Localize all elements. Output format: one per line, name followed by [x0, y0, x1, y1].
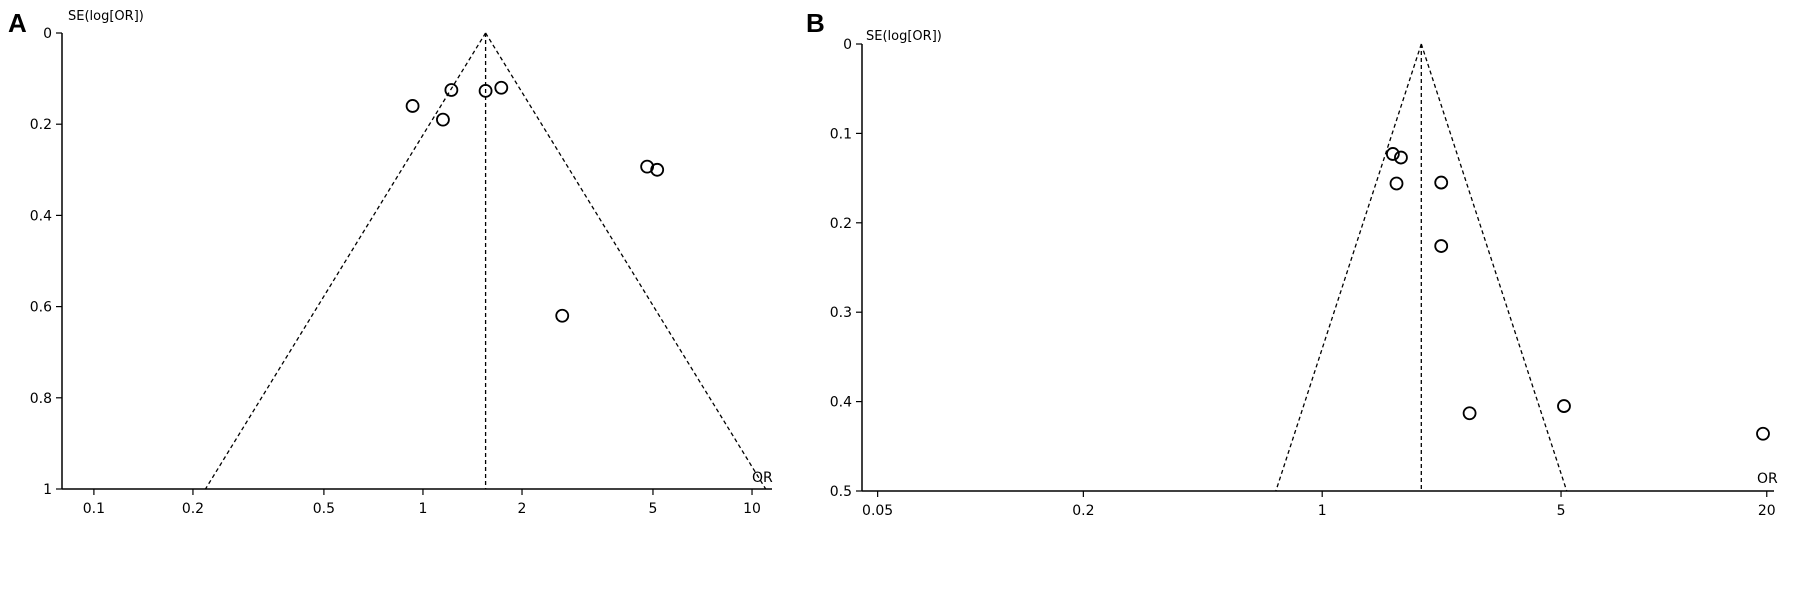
y-tick-label: 0.4	[30, 208, 52, 224]
study-point	[1557, 399, 1571, 413]
y-axis-title-a: SE(log[OR])	[68, 9, 144, 24]
x-tick-label: 5	[649, 501, 658, 517]
study-point	[555, 308, 570, 323]
y-ticks-a: 0 0.2 0.4 0.6 0.8 1	[30, 26, 62, 498]
y-tick-label: 0	[843, 37, 852, 53]
y-axis-title-b: SE(log[OR])	[866, 29, 942, 44]
x-tick-label: 1	[1318, 503, 1327, 519]
x-axis-title-a: OR	[752, 470, 773, 486]
study-point	[1385, 147, 1400, 161]
funnel-right-line	[1420, 43, 1568, 492]
study-point	[436, 112, 450, 127]
study-point	[478, 84, 493, 98]
x-tick-label: 20	[1758, 503, 1776, 519]
y-tick-label: 0.8	[30, 391, 52, 407]
panel-label-b: B	[806, 8, 825, 38]
study-point	[1434, 175, 1449, 190]
x-ticks-a: 0.1 0.2 0.5 1 2 5 10	[83, 489, 761, 517]
y-tick-label: 0.3	[830, 305, 852, 321]
y-tick-label: 0.2	[830, 216, 852, 232]
study-point	[405, 99, 420, 113]
study-points-a	[405, 80, 665, 323]
x-tick-label: 0.05	[862, 503, 893, 519]
y-tick-label: 0.4	[830, 395, 852, 411]
x-tick-label: 5	[1557, 503, 1566, 519]
funnel-lines-a	[204, 32, 767, 490]
funnel-left-line	[204, 32, 487, 490]
x-tick-label: 2	[518, 501, 527, 517]
study-point	[494, 80, 509, 95]
y-tick-label: 0	[43, 26, 52, 42]
funnel-left-line	[1275, 43, 1422, 492]
study-point	[1394, 150, 1408, 165]
x-tick-label: 10	[743, 501, 761, 517]
y-tick-label: 0.5	[830, 484, 852, 500]
funnel-lines-b	[1275, 43, 1568, 492]
funnel-plot-a: A SE(log[OR]) OR 00.20.40.60.81 0.1 0.2 0.…	[8, 8, 773, 517]
study-points-b	[1385, 147, 1770, 441]
study-point	[650, 162, 665, 177]
x-tick-label: 1	[418, 501, 427, 517]
study-point	[1389, 176, 1404, 191]
y-tick-label: 0.1	[830, 126, 852, 142]
study-point	[1462, 406, 1477, 421]
funnel-right-line	[485, 32, 767, 490]
x-axis-title-b: OR	[1757, 471, 1778, 487]
y-tick-label: 1	[43, 482, 52, 498]
x-tick-label: 0.2	[182, 501, 204, 517]
y-tick-label: 0.6	[30, 300, 52, 316]
panel-label-a: A	[8, 8, 27, 38]
x-tick-label: 0.5	[313, 501, 335, 517]
x-ticks-b: 0.05 0.2 1 5 20	[862, 491, 1776, 519]
x-tick-label: 0.1	[83, 501, 105, 517]
study-point	[1434, 239, 1449, 253]
funnel-plot-b: B SE(log[OR]) OR 00.10.20.30.40.5 0.05 0.…	[806, 8, 1778, 519]
y-ticks-b: 0 0.1 0.2 0.3 0.4 0.5	[830, 37, 862, 500]
study-point	[1756, 426, 1770, 441]
y-tick-label: 0.2	[30, 117, 52, 133]
x-tick-label: 0.2	[1072, 503, 1094, 519]
study-point	[444, 83, 459, 97]
